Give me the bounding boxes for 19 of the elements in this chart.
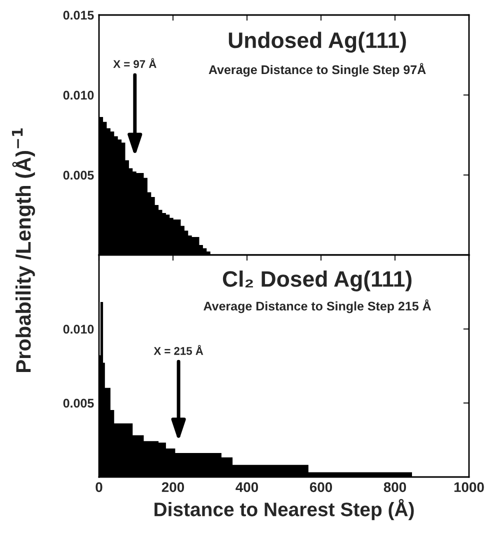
x-axis-title: Distance to Nearest Step (Å): [154, 498, 414, 520]
text: Undosed Ag(111): [228, 32, 406, 53]
x-tick-label: 400: [236, 482, 258, 492]
x-tick-label: 1000: [454, 482, 484, 492]
y-tick-label: 0.015: [63, 10, 94, 20]
text: Average Distance to Single Step 215 Å: [204, 299, 432, 314]
text: Average Distance to Single Step 97Å: [208, 63, 426, 77]
x-tick-label: 0: [96, 482, 102, 492]
y-axis-title: Probability /Length (Å)$^{−1}$: [12, 128, 36, 372]
annotation: X = 97 Å: [113, 58, 156, 68]
y-tick-label: 0.010: [63, 324, 94, 334]
annotation: X = 215 Å: [154, 345, 204, 355]
text: Cl₂ Dosed Ag(111): [222, 270, 412, 292]
y-tick-label: 0.005: [63, 398, 94, 408]
y-tick-label: 0.010: [63, 90, 94, 100]
x-tick-label: 800: [384, 482, 406, 492]
x-tick-label: 200: [162, 482, 184, 492]
y-tick-label: 0.005: [63, 170, 94, 180]
x-tick-label: 600: [310, 482, 332, 492]
